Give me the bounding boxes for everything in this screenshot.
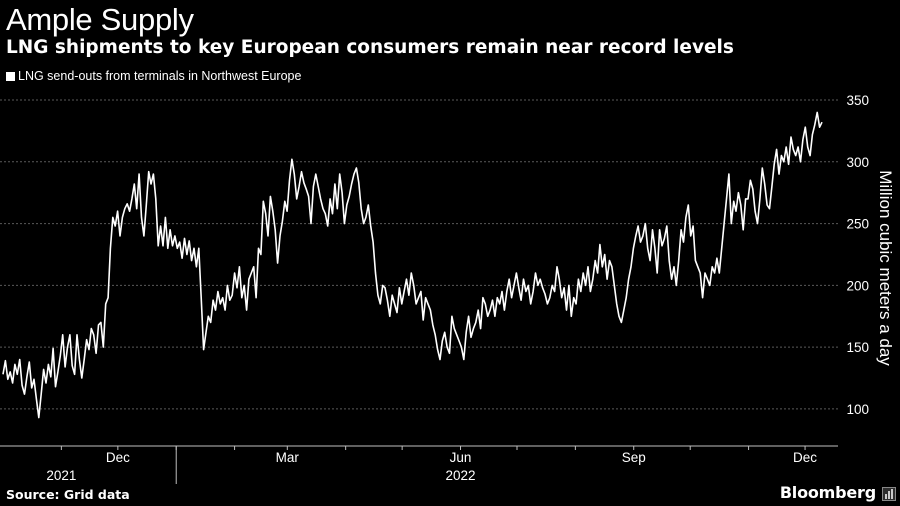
- x-tick-label: Dec: [106, 450, 130, 465]
- y-tick-label: 300: [846, 155, 869, 170]
- tick-labels: 100 150 200 250 300 350 Dec Mar Jun Sep Dec 2021 202…: [46, 93, 869, 483]
- x-tick-label: Sep: [622, 450, 646, 465]
- x-axis: [0, 445, 838, 484]
- y-tick-label: 150: [846, 340, 869, 355]
- x-tick-label: Dec: [793, 450, 817, 465]
- bloomberg-icon: [882, 487, 896, 501]
- legend: LNG send-outs from terminals in Northwes…: [6, 68, 301, 84]
- legend-swatch: [6, 71, 15, 81]
- y-tick-label: 350: [846, 93, 869, 108]
- chart-subtitle: LNG shipments to key European consumers …: [6, 37, 734, 58]
- source-note: Source: Grid data: [6, 487, 130, 502]
- x-tick-label: Jun: [450, 450, 472, 465]
- y-tick-label: 250: [846, 217, 869, 232]
- x-year-label: 2021: [46, 468, 76, 483]
- x-year-label: 2022: [445, 468, 475, 483]
- chart-title: Ample Supply: [6, 2, 194, 37]
- y-tick-label: 200: [846, 278, 869, 293]
- y-axis-label: Million cubic meters a day: [876, 170, 895, 366]
- grid-lines: [0, 99, 838, 410]
- series-lines: [2, 111, 823, 419]
- brand-logo: Bloomberg: [779, 483, 876, 502]
- x-tick-label: Mar: [276, 450, 300, 465]
- series-line: [2, 111, 823, 419]
- legend-label: LNG send-outs from terminals in Northwes…: [18, 69, 302, 83]
- y-tick-label: 100: [846, 402, 869, 417]
